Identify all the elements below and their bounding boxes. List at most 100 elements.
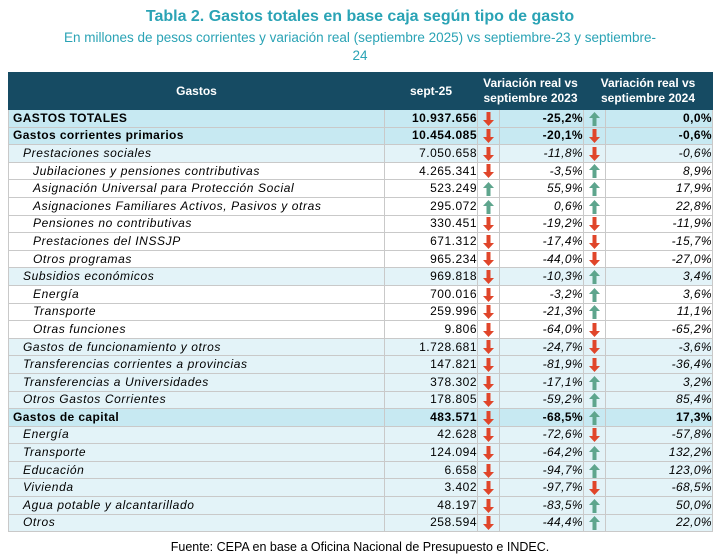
- row-name: Energía: [8, 284, 385, 304]
- row-name: Agua potable y alcantarillado: [8, 496, 385, 515]
- row-value: 259.996: [384, 302, 478, 322]
- row-name: Otros: [8, 513, 385, 533]
- row-value: 671.312: [384, 232, 478, 251]
- row-variation-2023: 0,6%: [499, 196, 584, 216]
- row-value: 178.805: [384, 390, 478, 410]
- row-variation-2023: -19,2%: [499, 214, 584, 234]
- row-name: Asignaciones Familiares Activos, Pasivos…: [8, 196, 385, 216]
- row-name: Vivienda: [8, 478, 385, 498]
- row-variation-2023: -59,2%: [499, 390, 584, 410]
- table-row: Agua potable y alcantarillado 48.197 -83,5…: [8, 496, 713, 515]
- arrow-down-icon: [583, 214, 606, 234]
- row-value: 965.234: [384, 249, 478, 269]
- row-value: 10.454.085: [384, 126, 478, 146]
- row-variation-2024: 17,3%: [605, 408, 713, 427]
- row-name: Prestaciones del INSSJP: [8, 232, 385, 251]
- arrow-down-icon: [583, 126, 606, 146]
- row-variation-2024: 3,6%: [605, 284, 713, 304]
- row-variation-2023: -44,0%: [499, 249, 584, 269]
- arrow-down-icon: [477, 144, 500, 163]
- row-variation-2024: 22,8%: [605, 196, 713, 216]
- table-row: Asignaciones Familiares Activos, Pasivos…: [8, 196, 713, 216]
- arrow-down-icon: [477, 284, 500, 304]
- arrow-down-icon: [583, 232, 606, 251]
- arrow-up-icon: [583, 390, 606, 410]
- table-row: Jubilaciones y pensiones contributivas 4.…: [8, 161, 713, 181]
- row-variation-2024: -0,6%: [605, 126, 713, 146]
- arrow-down-icon: [477, 267, 500, 286]
- row-variation-2023: -64,0%: [499, 320, 584, 339]
- table-row: Transferencias a Universidades 378.302 -17…: [8, 372, 713, 392]
- row-name: Pensiones no contributivas: [8, 214, 385, 234]
- row-variation-2024: 8,9%: [605, 161, 713, 181]
- arrow-down-icon: [477, 513, 500, 533]
- table-row: Prestaciones del INSSJP 671.312 -17,4% -15,…: [8, 232, 713, 251]
- row-variation-2023: -64,2%: [499, 443, 584, 462]
- row-name: Gastos de capital: [8, 408, 385, 427]
- row-value: 295.072: [384, 196, 478, 216]
- row-variation-2023: -24,7%: [499, 337, 584, 357]
- row-variation-2024: 11,1%: [605, 302, 713, 322]
- table-row: Otras funciones 9.806 -64,0% -65,2%: [8, 320, 713, 339]
- row-name: Transporte: [8, 302, 385, 322]
- arrow-down-icon: [583, 320, 606, 339]
- row-value: 6.658: [384, 460, 478, 480]
- table-title: Tabla 2. Gastos totales en base caja seg…: [145, 8, 575, 25]
- table-subtitle: En millones de pesos corrientes y variac…: [63, 30, 657, 63]
- table-row: Educación 6.658 -94,7% 123,0%: [8, 460, 713, 480]
- table-row: Vivienda 3.402 -97,7% -68,5%: [8, 478, 713, 498]
- row-value: 3.402: [384, 478, 478, 498]
- row-name: Otros Gastos Corrientes: [8, 390, 385, 410]
- row-variation-2023: -17,4%: [499, 232, 584, 251]
- row-variation-2023: -10,3%: [499, 267, 584, 286]
- row-variation-2024: 0,0%: [605, 109, 713, 128]
- table-row: Asignación Universal para Protección Soc…: [8, 179, 713, 198]
- arrow-down-icon: [583, 249, 606, 269]
- row-value: 9.806: [384, 320, 478, 339]
- row-variation-2023: 55,9%: [499, 179, 584, 198]
- row-variation-2024: -65,2%: [605, 320, 713, 339]
- arrow-up-icon: [583, 161, 606, 181]
- row-variation-2024: 132,2%: [605, 443, 713, 462]
- row-variation-2023: -20,1%: [499, 126, 584, 146]
- row-name: Gastos de funcionamiento y otros: [8, 337, 385, 357]
- row-variation-2023: -94,7%: [499, 460, 584, 480]
- arrow-down-icon: [477, 460, 500, 480]
- table-row: Gastos de capital 483.571 -68,5% 17,3%: [8, 408, 713, 427]
- row-variation-2023: -25,2%: [499, 109, 584, 128]
- arrow-down-icon: [477, 425, 500, 445]
- table-row: Transferencias corrientes a provincias 14…: [8, 355, 713, 374]
- table-row: Prestaciones sociales 7.050.658 -11,8% -0,6…: [8, 144, 713, 163]
- arrow-down-icon: [477, 126, 500, 146]
- arrow-up-icon: [583, 496, 606, 515]
- arrow-down-icon: [583, 355, 606, 374]
- arrow-down-icon: [477, 232, 500, 251]
- row-variation-2024: -36,4%: [605, 355, 713, 374]
- table-row: Energía 700.016 -3,2% 3,6%: [8, 284, 713, 304]
- arrow-up-icon: [583, 460, 606, 480]
- table-row: Gastos de funcionamiento y otros 1.728.68…: [8, 337, 713, 357]
- header-variacion-2023: Variación real vs septiembre 2023: [477, 72, 584, 110]
- row-value: 483.571: [384, 408, 478, 427]
- row-variation-2024: 3,2%: [605, 372, 713, 392]
- header-gastos: Gastos: [8, 72, 385, 110]
- table-row: Transporte 124.094 -64,2% 132,2%: [8, 443, 713, 462]
- arrow-down-icon: [477, 496, 500, 515]
- row-variation-2023: -81,9%: [499, 355, 584, 374]
- row-name: Asignación Universal para Protección Soc…: [8, 179, 385, 198]
- table-row: Pensiones no contributivas 330.451 -19,2% -…: [8, 214, 713, 234]
- arrow-up-icon: [477, 179, 500, 198]
- row-variation-2024: -3,6%: [605, 337, 713, 357]
- row-name: Gastos corrientes primarios: [8, 126, 385, 146]
- arrow-up-icon: [583, 267, 606, 286]
- row-name: Otras funciones: [8, 320, 385, 339]
- row-variation-2023: -17,1%: [499, 372, 584, 392]
- row-variation-2023: -21,3%: [499, 302, 584, 322]
- row-value: 42.628: [384, 425, 478, 445]
- arrow-down-icon: [583, 425, 606, 445]
- arrow-down-icon: [477, 443, 500, 462]
- expenses-table: Gastos sept-25 Variación real vs septiem…: [8, 72, 713, 533]
- table-row: Otros programas 965.234 -44,0% -27,0%: [8, 249, 713, 269]
- row-variation-2024: -27,0%: [605, 249, 713, 269]
- arrow-up-icon: [583, 179, 606, 198]
